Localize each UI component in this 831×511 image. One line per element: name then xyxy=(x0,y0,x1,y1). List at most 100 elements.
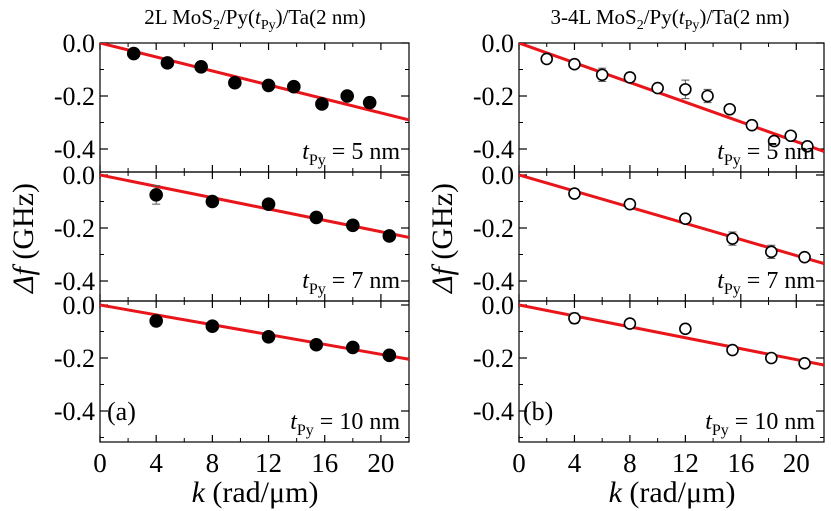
y-tick-label: 0.0 xyxy=(63,291,96,320)
data-point xyxy=(801,140,814,153)
data-point xyxy=(784,129,798,143)
data-point xyxy=(382,229,397,243)
panel-a: 2L MoS2/Py(tPy)/Ta(2 nm) (a) k (rad/μm) … xyxy=(7,5,366,509)
data-point xyxy=(623,197,637,211)
panel-a-title: 2L MoS2/Py(tPy)/Ta(2 nm) xyxy=(144,5,365,33)
data-point xyxy=(205,194,220,209)
data-point xyxy=(287,79,301,94)
subplot-a-3: 0.0 -0.2 -0.4 tPy = 10 nm xyxy=(54,291,410,443)
y-tick-label: 0.0 xyxy=(63,29,96,58)
data-point xyxy=(595,68,609,82)
y-tick-label: 0.0 xyxy=(63,161,96,190)
x-tick-label: 16 xyxy=(727,448,754,478)
data-point xyxy=(540,52,554,66)
data-point xyxy=(382,348,397,363)
data-point xyxy=(767,134,781,148)
data-point xyxy=(745,118,759,132)
data-point xyxy=(205,319,220,334)
x-tick-label: 12 xyxy=(255,448,282,478)
data-point xyxy=(315,97,329,111)
panel-b-ylabel: Δf (GHz) xyxy=(426,183,459,294)
data-point xyxy=(765,351,778,365)
subplot-a-2: 0.0 -0.2 -0.4 tPy = 7 nm xyxy=(54,161,410,302)
x-tick-label: 8 xyxy=(623,448,637,478)
data-point xyxy=(623,317,637,330)
fit-line xyxy=(100,43,409,122)
thickness-label: tPy = 7 nm xyxy=(302,268,400,298)
x-tick-label: 20 xyxy=(783,448,810,478)
fit-line xyxy=(519,303,824,367)
data-point xyxy=(568,311,581,325)
data-point xyxy=(726,343,739,357)
y-tick-label: -0.4 xyxy=(54,397,95,426)
plot-frame xyxy=(518,300,825,443)
data-point xyxy=(261,78,276,93)
subplot-b-1: 0.0 -0.2 -0.4 tPy = 5 nm xyxy=(473,29,825,173)
data-point xyxy=(194,60,208,74)
data-point xyxy=(362,95,377,110)
fit-line xyxy=(519,173,824,266)
y-tick-label: -0.2 xyxy=(54,214,95,243)
x-tick-label: 8 xyxy=(206,448,220,478)
data-point xyxy=(765,245,778,259)
x-tick-label: 12 xyxy=(672,448,699,478)
panel-a-label: (a) xyxy=(107,397,136,426)
thickness-label: tPy = 5 nm xyxy=(302,139,400,169)
data-point xyxy=(261,197,276,211)
fit-line xyxy=(519,43,824,153)
data-point xyxy=(149,188,163,202)
data-point xyxy=(126,46,141,61)
fit-line xyxy=(100,303,409,361)
plot-layer: 0.0 -0.2 -0.4 tPy = 5 nm 0.0 -0.2 -0.4 tPy = 7 … xyxy=(54,29,825,478)
thickness-label: tPy = 10 nm xyxy=(705,409,815,439)
data-point xyxy=(623,71,637,84)
y-tick-label: -0.4 xyxy=(473,135,514,164)
subplot-b-3: 0.0 -0.2 -0.4 tPy = 10 nm xyxy=(473,291,825,443)
x-tick-label: 16 xyxy=(311,448,338,478)
y-tick-label: -0.4 xyxy=(473,397,514,426)
data-point xyxy=(726,232,739,245)
panel-b-plot: 0.0 -0.2 -0.4 tPy = 5 nm 0.0 -0.2 -0.4 tPy = 7 … xyxy=(473,29,825,478)
fit-line xyxy=(100,173,409,239)
data-point xyxy=(309,210,324,225)
panel-b-title: 3-4L MoS2/Py(tPy)/Ta(2 nm) xyxy=(551,5,790,33)
data-point xyxy=(149,314,163,328)
panel-a-ylabel: Δf (GHz) xyxy=(7,183,40,294)
panel-b-label: (b) xyxy=(523,397,553,426)
data-point xyxy=(679,212,692,226)
x-tick-label: 4 xyxy=(568,448,582,478)
y-tick-label: -0.2 xyxy=(473,214,514,243)
x-tick-label: 0 xyxy=(512,448,526,478)
data-point xyxy=(261,329,276,344)
panel-b: 3-4L MoS2/Py(tPy)/Ta(2 nm) (b) k (rad/μm… xyxy=(426,5,789,509)
data-point xyxy=(340,89,355,103)
y-tick-label: -0.2 xyxy=(473,82,514,111)
x-tick-label: 0 xyxy=(93,448,107,478)
data-point xyxy=(723,102,737,116)
thickness-label: tPy = 5 nm xyxy=(717,139,815,169)
data-point xyxy=(798,250,811,264)
y-tick-label: -0.4 xyxy=(54,267,95,296)
y-tick-label: 0.0 xyxy=(482,29,515,58)
thickness-label: tPy = 7 nm xyxy=(717,268,815,298)
subplot-a-1: 0.0 -0.2 -0.4 tPy = 5 nm xyxy=(54,29,410,173)
y-tick-label: 0.0 xyxy=(482,161,515,190)
data-point xyxy=(309,337,324,352)
data-point xyxy=(651,81,664,95)
panel-a-xlabel: k (rad/μm) xyxy=(192,476,319,509)
data-point xyxy=(346,340,360,355)
plot-frame xyxy=(99,300,410,443)
y-tick-label: -0.4 xyxy=(473,267,514,296)
data-point xyxy=(701,89,714,103)
y-tick-label: -0.2 xyxy=(54,344,95,373)
x-tick-label: 4 xyxy=(149,448,163,478)
thickness-label: tPy = 10 nm xyxy=(290,409,400,439)
panel-b-xlabel: k (rad/μm) xyxy=(609,476,736,509)
y-tick-label: 0.0 xyxy=(482,291,515,320)
data-point xyxy=(568,187,581,200)
data-point xyxy=(798,356,811,370)
panel-a-plot: 0.0 -0.2 -0.4 tPy = 5 nm 0.0 -0.2 -0.4 tPy = 7 … xyxy=(54,29,410,478)
data-point xyxy=(346,218,360,233)
data-point xyxy=(228,75,242,90)
